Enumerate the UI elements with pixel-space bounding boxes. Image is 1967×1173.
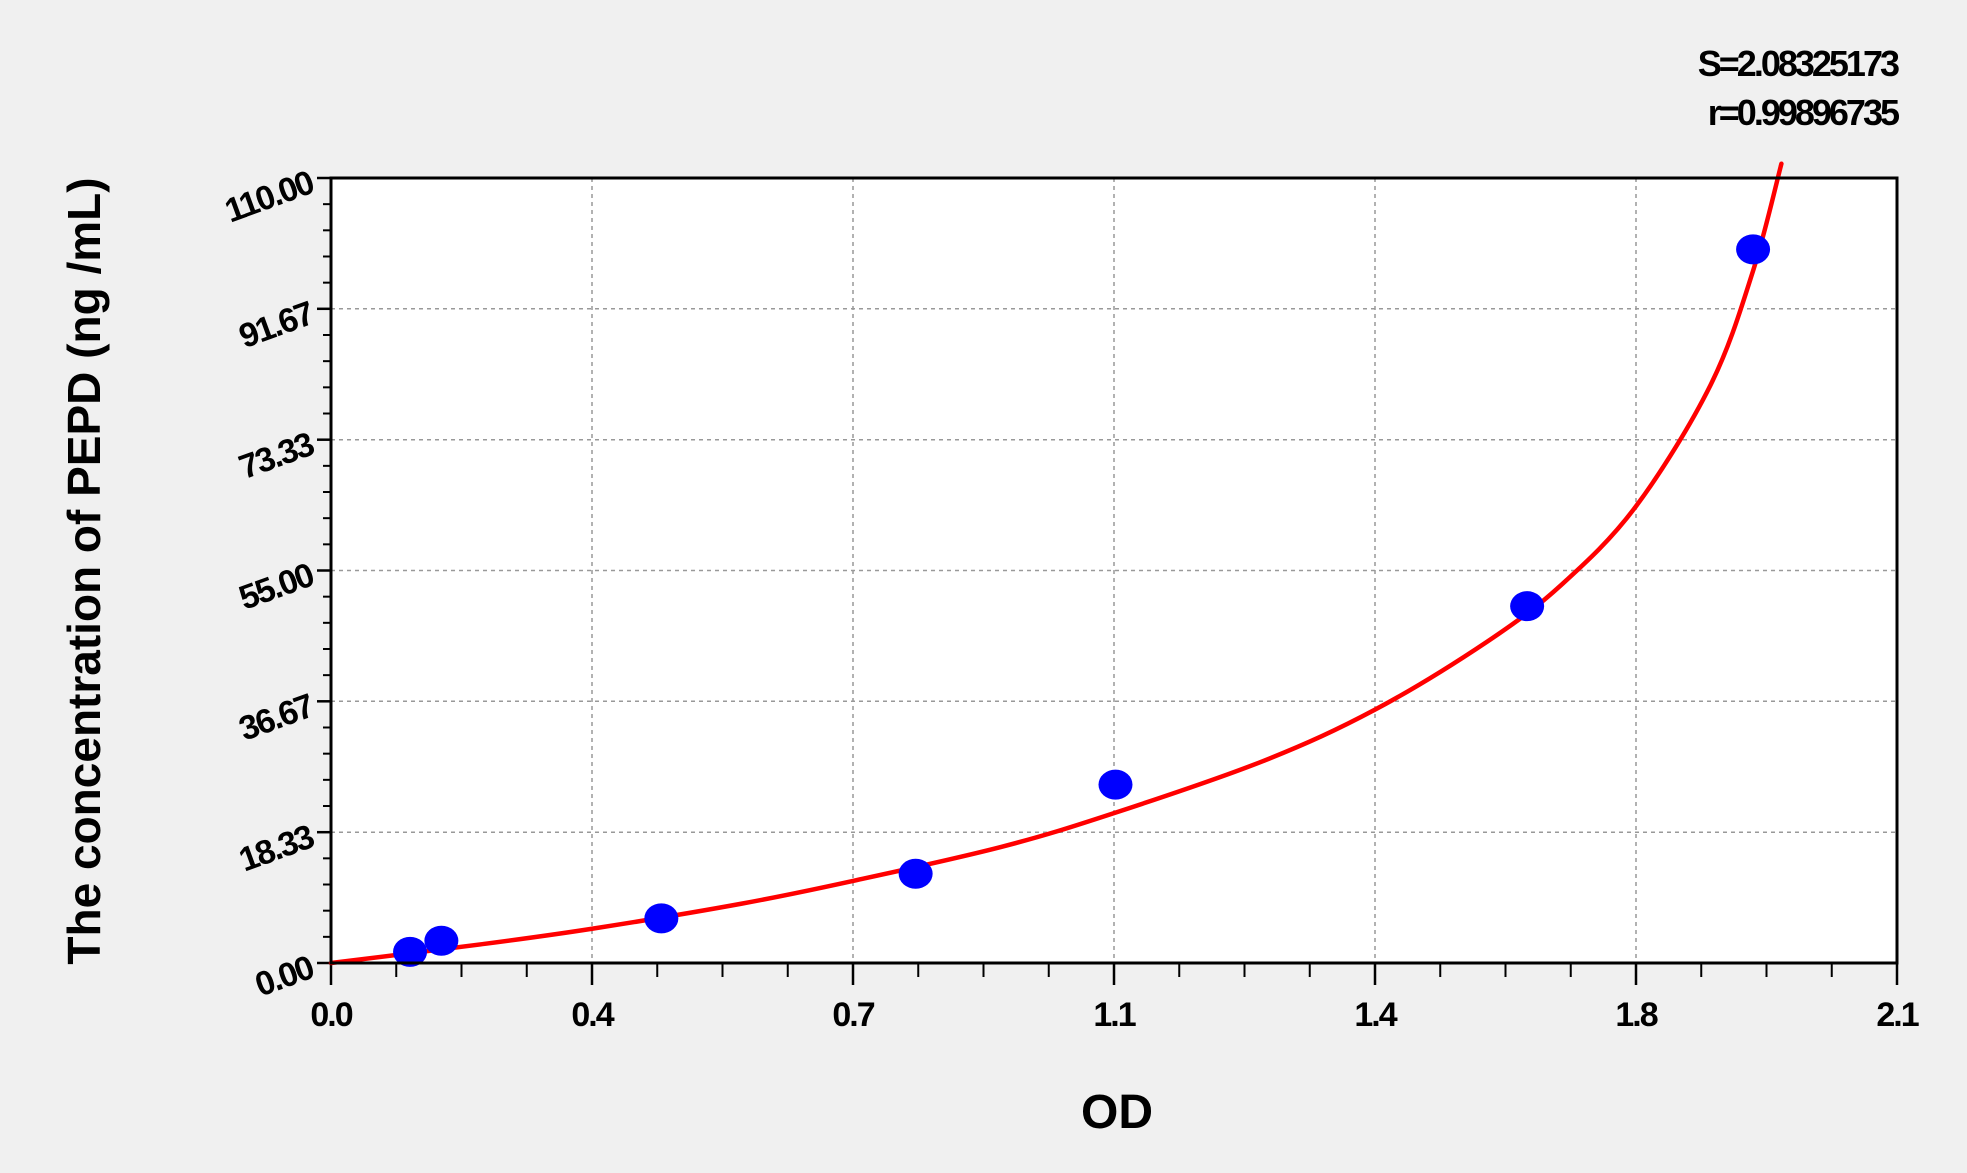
x-tick-labels: 0.0 0.4 0.7 1.1 1.4 1.8 2.1 bbox=[310, 996, 1920, 1034]
x-tick-label: 1.4 bbox=[1354, 996, 1397, 1034]
x-tick-label: 0.0 bbox=[310, 996, 352, 1034]
x-axis-title: OD bbox=[1081, 1086, 1153, 1139]
x-tick-label: 1.8 bbox=[1615, 996, 1657, 1034]
y-tick-label: 55.00 bbox=[234, 556, 319, 618]
plot-frame bbox=[329, 176, 1899, 965]
x-tick-label: 1.1 bbox=[1093, 996, 1135, 1034]
y-tick-label: 0.00 bbox=[250, 948, 319, 1004]
data-point bbox=[393, 936, 428, 967]
fit-curve-group bbox=[328, 161, 1784, 966]
data-point bbox=[898, 858, 933, 889]
y-tick-label: 110.00 bbox=[220, 163, 319, 230]
y-tick-label: 18.33 bbox=[234, 818, 319, 880]
data-points bbox=[393, 234, 1771, 967]
data-point bbox=[1736, 234, 1771, 265]
data-point bbox=[424, 925, 459, 956]
s-statistic: S=2.08325173 bbox=[1698, 43, 1899, 84]
x-tick-label: 0.7 bbox=[832, 996, 874, 1034]
data-point bbox=[1098, 769, 1133, 800]
y-tick-label: 36.67 bbox=[234, 687, 319, 749]
gridlines bbox=[331, 178, 1897, 963]
data-point bbox=[1510, 591, 1545, 622]
axis-ticks bbox=[317, 176, 1899, 985]
y-tick-label: 91.67 bbox=[234, 294, 319, 356]
r-statistic: r=0.99896735 bbox=[1708, 92, 1900, 133]
fit-curve bbox=[328, 161, 1784, 966]
y-tick-labels: 0.00 18.33 36.67 55.00 73.33 91.67 110.00 bbox=[220, 163, 319, 1004]
y-axis-title: The concentration of PEPD (ng /mL) bbox=[58, 177, 110, 964]
data-point bbox=[644, 903, 679, 934]
x-tick-label: 0.4 bbox=[571, 996, 614, 1034]
x-tick-label: 2.1 bbox=[1876, 996, 1918, 1034]
y-tick-label: 73.33 bbox=[234, 425, 319, 487]
